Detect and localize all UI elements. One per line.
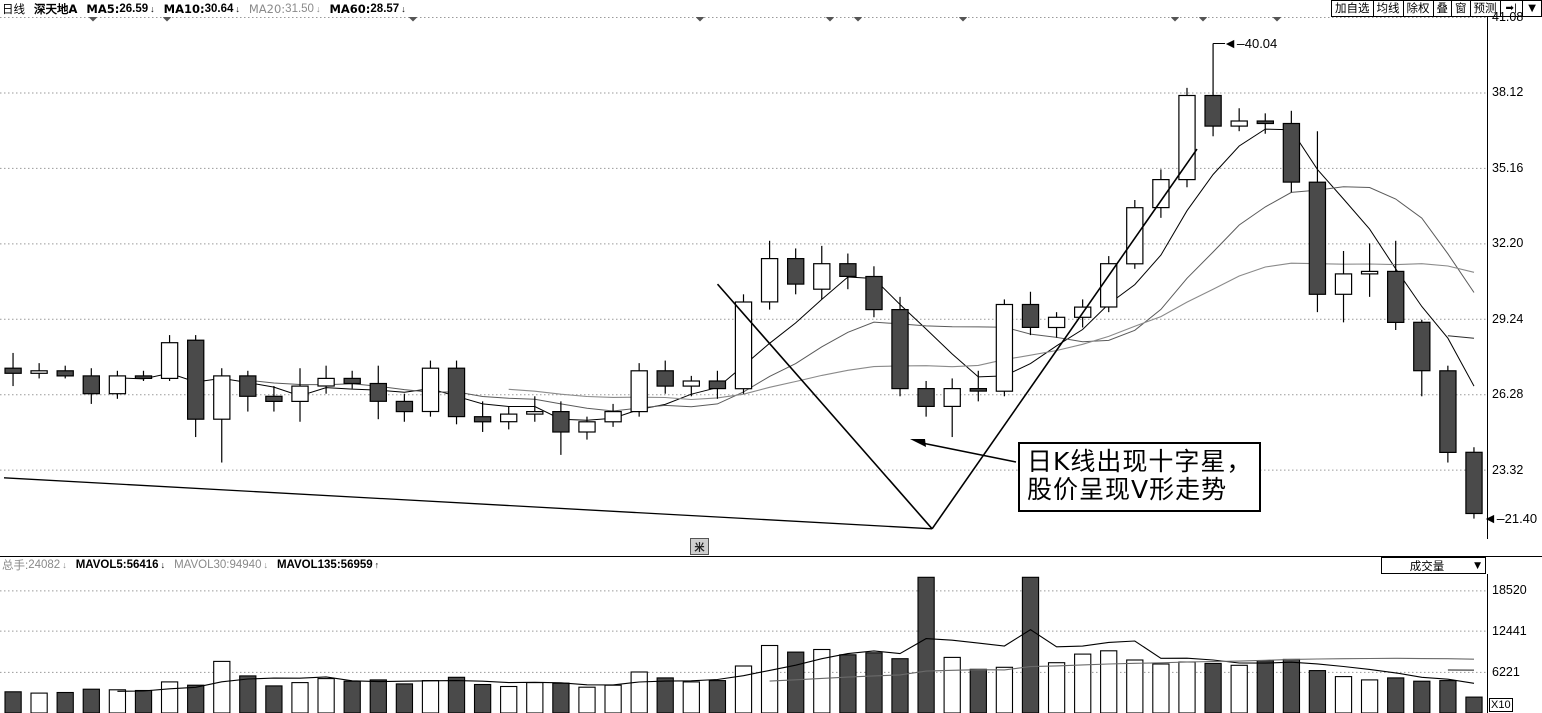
high-price-tag: ◄–40.04: [1223, 34, 1278, 51]
price-chart-panel: 41.08 38.12 35.16 32.20 29.24 26.28 23.32 ◄–40…: [0, 10, 1542, 539]
panel-splitter-handle[interactable]: 米: [690, 538, 709, 555]
volume-indicator-selector[interactable]: 成交量 ▼: [1381, 557, 1486, 574]
indicator-label: MAVOL5:: [75, 559, 127, 571]
arrow-down-icon: ↓: [150, 3, 155, 14]
volume-selector-label: 成交量: [1409, 558, 1445, 573]
indicator-mavol30: MAVOL30: 94940 ↓: [174, 559, 268, 571]
chevron-down-icon: ▼: [1474, 560, 1481, 571]
symbol-name-label[interactable]: 深天地A: [34, 1, 78, 16]
arrow-down-icon: ↓: [62, 560, 67, 570]
moving-average-button[interactable]: 均线: [1372, 0, 1403, 17]
indicator-label: MAVOL30:: [174, 559, 230, 571]
volume-unit-label: X10: [1489, 698, 1513, 712]
indicator-ma60: MA60: 28.57 ↓: [329, 2, 405, 16]
price-axis-label: 35.16: [1492, 160, 1524, 175]
callout-line-2: 股价呈现V形走势: [1027, 475, 1228, 504]
volume-chart-svg[interactable]: [0, 574, 1542, 713]
indicator-value: 30.64: [204, 2, 234, 15]
price-chart-svg[interactable]: [0, 17, 1542, 539]
arrow-down-icon: ↓: [401, 3, 406, 14]
forecast-button[interactable]: 预测: [1469, 0, 1500, 17]
callout-line-1: 日K线出现十字星，: [1027, 447, 1253, 476]
next-button[interactable]: ➡|: [1499, 0, 1523, 17]
add-to-watchlist-button[interactable]: 加自选: [1331, 0, 1373, 17]
indicator-label: MA10:: [163, 1, 205, 16]
price-axis-label: 26.28: [1492, 387, 1524, 402]
window-button[interactable]: 窗: [1451, 0, 1470, 17]
arrow-up-icon: ↑: [374, 560, 380, 570]
price-axis-label: 38.12: [1492, 85, 1524, 100]
indicator-value: 28.57: [370, 2, 400, 15]
indicator-label: 总手:: [2, 560, 29, 572]
indicator-value: 26.59: [119, 2, 149, 15]
arrow-down-icon: ↓: [263, 560, 268, 570]
indicator-value: 56416: [126, 559, 159, 571]
arrow-down-icon: ↓: [315, 3, 321, 14]
dropdown-button[interactable]: ▼: [1522, 0, 1542, 17]
indicator-总手: 总手: 24082 ↓: [2, 557, 67, 573]
price-axis-label: 41.08: [1492, 10, 1524, 24]
volume-chart-panel: 总手: 24082 ↓ MAVOL5: 56416 ↓ MAVOL30: 94940 ↓ M…: [0, 556, 1542, 713]
indicator-mavol135: MAVOL135: 56959 ↑: [277, 559, 379, 571]
price-axis-label: 23.32: [1492, 462, 1524, 477]
indicator-label: MA5:: [86, 1, 120, 16]
indicator-label: MAVOL135:: [276, 559, 341, 571]
chart-toolbar[interactable]: 加自选 均线 除权叠窗预测 ➡| ▼: [1331, 0, 1542, 17]
price-indicator-header: 日线 深天地A MA5: 26.59 ↓ MA10: 30.64 ↓ MA20: 31.…: [0, 0, 1542, 17]
price-axis-line: [1487, 17, 1488, 539]
indicator-value: 94940: [229, 559, 262, 571]
overlay-button[interactable]: 叠: [1432, 0, 1452, 17]
indicator-ma5: MA5: 26.59 ↓: [86, 2, 154, 16]
indicator-mavol5: MAVOL5: 56416 ↓: [76, 559, 165, 571]
indicator-ma20: MA20: 31.50 ↓: [249, 2, 321, 16]
indicator-label: MA60:: [329, 1, 371, 16]
indicator-value: 24082: [28, 559, 61, 571]
arrow-down-icon: ↓: [235, 3, 240, 14]
volume-axis-label: 6221: [1492, 664, 1520, 679]
volume-axis-label: 18520: [1492, 583, 1527, 598]
chart-annotation-callout: 日K线出现十字星， 股价呈现V形走势: [1018, 442, 1262, 512]
indicator-label: MA20:: [248, 1, 286, 16]
indicator-value: 31.50: [285, 2, 314, 15]
low-price-tag: ◄–21.40: [1482, 509, 1538, 526]
price-axis-label: 32.20: [1492, 236, 1524, 251]
period-label[interactable]: 日线: [2, 1, 25, 16]
arrow-down-icon: ↓: [160, 560, 166, 570]
price-axis-label: 29.24: [1492, 311, 1524, 326]
indicator-value: 56959: [340, 559, 373, 571]
ex-rights-button[interactable]: 除权: [1402, 0, 1433, 17]
volume-panel-top-border: [0, 556, 1542, 557]
volume-indicator-header: 总手: 24082 ↓ MAVOL5: 56416 ↓ MAVOL30: 94940 ↓ M…: [0, 556, 388, 574]
volume-axis-line: [1487, 574, 1488, 713]
volume-axis-label: 12441: [1492, 623, 1527, 638]
indicator-ma10: MA10: 30.64 ↓: [164, 2, 240, 16]
